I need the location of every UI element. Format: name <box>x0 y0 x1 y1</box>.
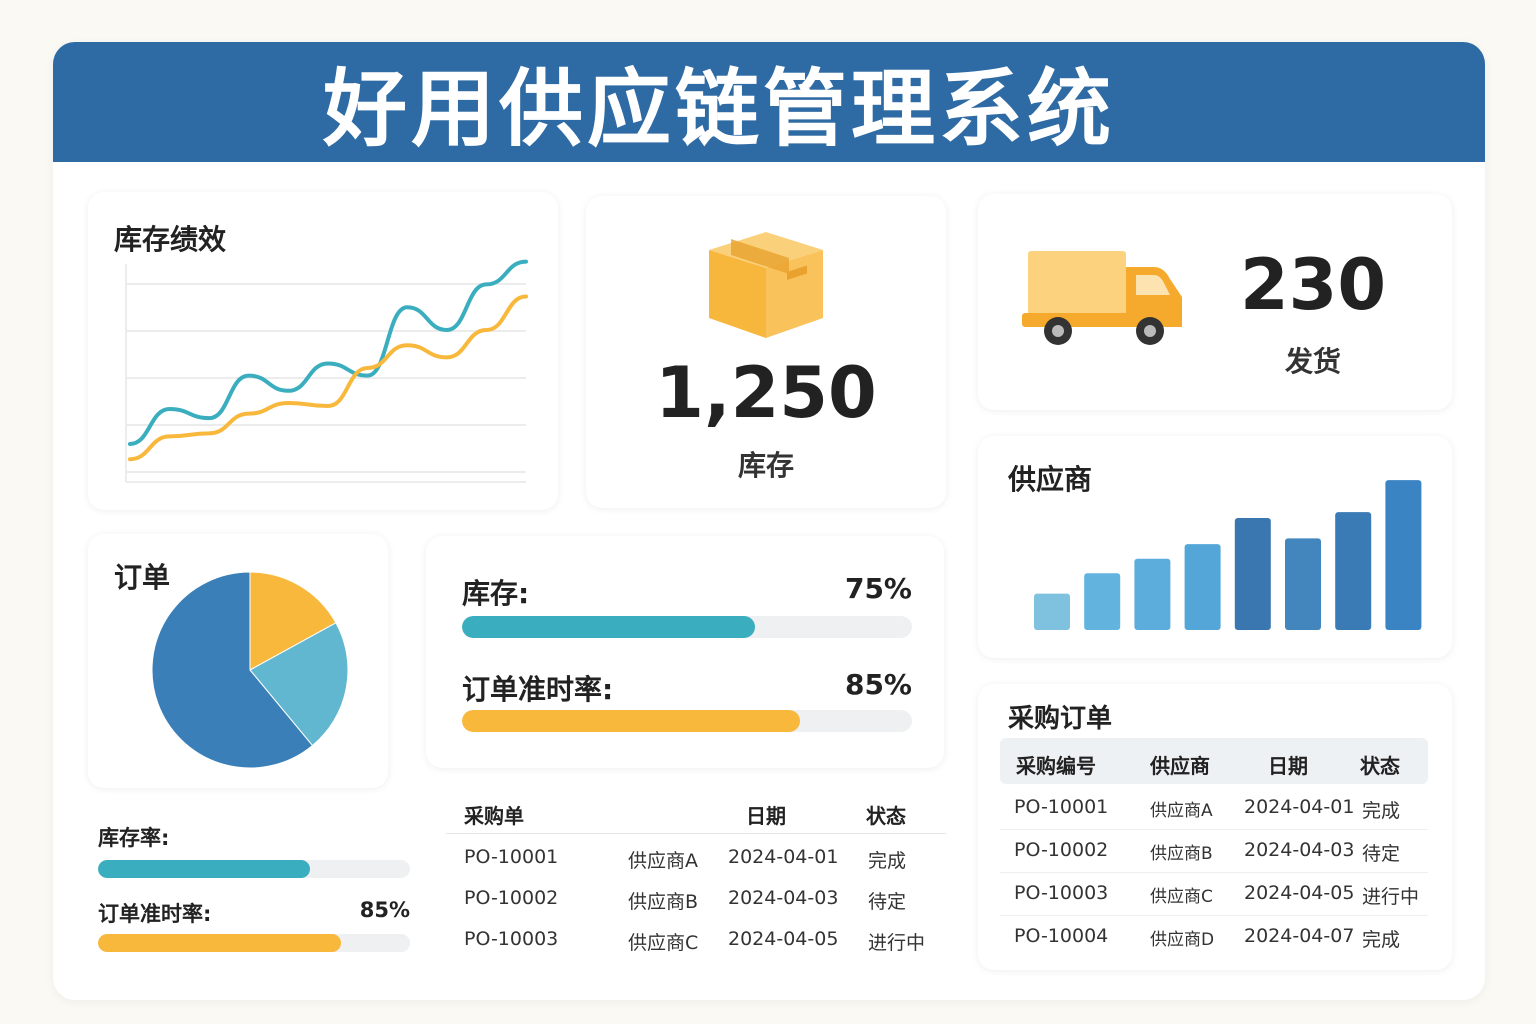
progress-bar-1 <box>462 616 912 638</box>
po-number: PO-10001 <box>464 846 559 868</box>
date: 2024-04-05 <box>1244 882 1355 904</box>
po-number: PO-10003 <box>464 928 559 950</box>
progress-fill-1 <box>462 616 755 638</box>
side-progress-label-1: 库存率: <box>98 826 170 850</box>
shipment-card: 230 发货 <box>978 194 1452 410</box>
bar-3 <box>1134 558 1171 630</box>
bar-6 <box>1285 538 1321 630</box>
supplier: 供应商C <box>628 932 699 954</box>
date: 2024-04-03 <box>1244 839 1355 861</box>
po-table-title: 采购订单 <box>1008 704 1113 734</box>
header-supplier: 供应商 <box>1150 754 1210 778</box>
date: 2024-04-07 <box>1244 925 1355 947</box>
inventory-count-label: 库存 <box>737 449 794 482</box>
mid-header-po: 采购单 <box>464 804 524 828</box>
truck-icon <box>1022 251 1182 345</box>
header-date: 日期 <box>1268 754 1308 778</box>
supplier-card: 供应商 <box>978 436 1452 658</box>
shipment-label: 发货 <box>1284 345 1341 378</box>
app-title: 好用供应链管理系统 <box>322 59 1115 158</box>
date: 2024-04-01 <box>728 846 839 868</box>
progress-value-2: 85% <box>844 668 912 701</box>
bar-5 <box>1234 518 1271 630</box>
status: 完成 <box>1362 929 1401 951</box>
app-header: 好用供应链管理系统 <box>53 42 1485 162</box>
pie-slice-1 <box>249 571 337 671</box>
progress-label-1: 库存: <box>462 577 530 610</box>
side-progress-group: 库存率: 订单准时率: 85% <box>96 812 416 962</box>
series-line-1 <box>128 259 528 446</box>
po-number: PO-10002 <box>464 887 559 909</box>
supplier-title: 供应商 <box>1008 463 1093 496</box>
mid-table-header: 采购单 日期 状态 <box>446 800 946 834</box>
status: 进行中 <box>868 932 926 954</box>
po-table: 采购编号 供应商 日期 状态 PO-10001 供应商A 2024-04-01 … <box>1000 738 1428 964</box>
side-progress-fill-2 <box>98 934 342 952</box>
header-po-number: 采购编号 <box>1016 754 1096 778</box>
pie-slice-2 <box>249 622 349 747</box>
status: 完成 <box>868 850 907 872</box>
supplier: 供应商B <box>628 891 699 913</box>
status: 待定 <box>868 891 907 913</box>
inventory-performance-card: 库存绩效 <box>88 192 558 510</box>
table-row[interactable]: PO-10002 供应商B 2024-04-03 待定 <box>1000 839 1428 873</box>
supplier-bar-chart <box>1034 480 1422 630</box>
progress-card: 库存: 75% 订单准时率: 85% <box>426 536 944 768</box>
bar-8 <box>1385 480 1422 630</box>
mid-header-status: 状态 <box>866 804 906 828</box>
inventory-count-value: 1,250 <box>655 352 877 434</box>
po-number: PO-10004 <box>1014 925 1109 947</box>
bar-4 <box>1184 544 1221 630</box>
supplier: 供应商B <box>1150 844 1213 864</box>
side-progress-bar-2 <box>98 934 410 952</box>
side-progress-label-2: 订单准时率: <box>98 902 212 926</box>
bar-1 <box>1034 593 1070 630</box>
side-progress-value-2: 85% <box>359 898 410 922</box>
supplier: 供应商A <box>1150 801 1213 821</box>
inventory-performance-title: 库存绩效 <box>114 223 227 256</box>
progress-label-2: 订单准时率: <box>462 673 614 706</box>
series-line-2 <box>128 294 528 462</box>
table-row[interactable]: PO-10003 供应商C 2024-04-05 进行中 <box>1000 882 1428 916</box>
status: 待定 <box>1362 843 1401 865</box>
shipment-value: 230 <box>1239 244 1387 326</box>
table-row[interactable]: PO-10004 供应商D 2024-04-07 完成 <box>1000 925 1428 959</box>
supplier: 供应商C <box>1150 887 1213 907</box>
po-table-card: 采购订单 采购编号 供应商 日期 状态 PO-10001 供应商A 2024-0… <box>978 684 1452 970</box>
status: 完成 <box>1362 800 1401 822</box>
pie-slice-3 <box>151 571 314 769</box>
mid-header-date: 日期 <box>746 804 786 828</box>
orders-pie-chart <box>151 571 349 769</box>
progress-fill-2 <box>462 710 800 732</box>
po-number: PO-10003 <box>1014 882 1109 904</box>
date: 2024-04-01 <box>1244 796 1355 818</box>
po-table-header: 采购编号 供应商 日期 状态 <box>1000 738 1428 784</box>
po-number: PO-10002 <box>1014 839 1109 861</box>
status: 进行中 <box>1362 886 1420 908</box>
bar-2 <box>1084 573 1121 630</box>
po-number: PO-10001 <box>1014 796 1109 818</box>
orders-card: 订单 <box>88 534 388 788</box>
supplier: 供应商A <box>628 850 698 872</box>
box-icon <box>709 232 823 338</box>
header-status: 状态 <box>1360 754 1400 778</box>
mid-po-table: 采购单 日期 状态 PO-10001 供应商A 2024-04-01 完成 PO… <box>446 796 946 966</box>
date: 2024-04-03 <box>728 887 839 909</box>
supplier: 供应商D <box>1150 930 1215 950</box>
date: 2024-04-05 <box>728 928 839 950</box>
progress-bar-2 <box>462 710 912 732</box>
progress-value-1: 75% <box>844 572 912 605</box>
table-row[interactable]: PO-10001 供应商A 2024-04-01 完成 <box>1000 796 1428 830</box>
orders-title: 订单 <box>114 561 171 594</box>
inventory-line-chart <box>125 259 528 483</box>
side-progress-fill-1 <box>98 860 311 878</box>
inventory-count-card: 1,250 库存 <box>586 196 946 508</box>
side-progress-bar-1 <box>98 860 410 878</box>
bar-7 <box>1335 512 1372 630</box>
